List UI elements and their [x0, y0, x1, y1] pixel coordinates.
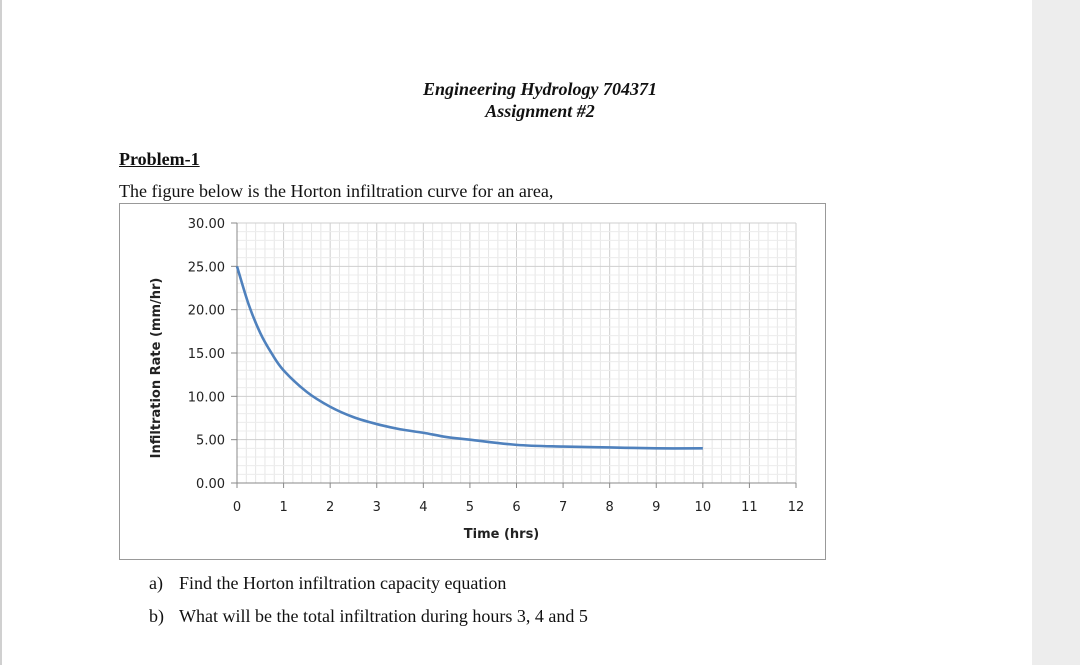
- x-tick-label: 1: [279, 500, 287, 515]
- x-axis-title: Time (hrs): [464, 527, 540, 542]
- x-tick-label: 9: [652, 500, 660, 515]
- x-tick-label: 4: [419, 500, 427, 515]
- x-tick-label: 8: [606, 500, 614, 515]
- page-edge: [0, 0, 2, 665]
- x-tick-label: 10: [695, 500, 712, 515]
- x-tick-label: 12: [788, 500, 805, 515]
- problem-heading: Problem-1: [119, 149, 200, 169]
- y-tick-label: 10.00: [188, 390, 225, 405]
- y-tick-label: 25.00: [188, 260, 225, 275]
- question-a-label: a): [149, 573, 163, 593]
- assignment-title: Assignment #2: [485, 101, 595, 121]
- x-tick-label: 7: [559, 500, 567, 515]
- question-b-label: b): [149, 606, 164, 626]
- x-tick-label: 3: [373, 500, 381, 515]
- chart-frame: 0.00 5.00 10.00 15.00 20.00 25.00 30.00 0 1 2 3 4 5 6…: [119, 203, 826, 560]
- y-tick-label: 0.00: [196, 477, 225, 492]
- y-tick-label: 5.00: [196, 434, 225, 449]
- y-tick-label: 20.00: [188, 304, 225, 319]
- question-b-text: What will be the total infiltration duri…: [179, 606, 588, 626]
- problem-intro: The figure below is the Horton infiltrat…: [119, 181, 554, 201]
- course-title: Engineering Hydrology 704371: [422, 79, 657, 99]
- question-a-text: Find the Horton infiltration capacity eq…: [179, 573, 507, 593]
- y-tick-label: 30.00: [188, 217, 225, 232]
- y-tick-label: 15.00: [188, 347, 225, 362]
- x-tick-label: 0: [233, 500, 241, 515]
- x-tick-label: 2: [326, 500, 334, 515]
- infiltration-curve-line: [235, 265, 703, 450]
- question-a: a) Find the Horton infiltration capacity …: [149, 573, 506, 594]
- question-b: b) What will be the total infiltration du…: [149, 606, 588, 627]
- x-tick-label: 11: [741, 500, 758, 515]
- y-axis-title: Infiltration Rate (mm/hr): [149, 278, 164, 459]
- x-tick-label: 6: [512, 500, 520, 515]
- document-page: Engineering Hydrology 704371 Assignment …: [0, 0, 1032, 665]
- x-tick-label: 5: [466, 500, 474, 515]
